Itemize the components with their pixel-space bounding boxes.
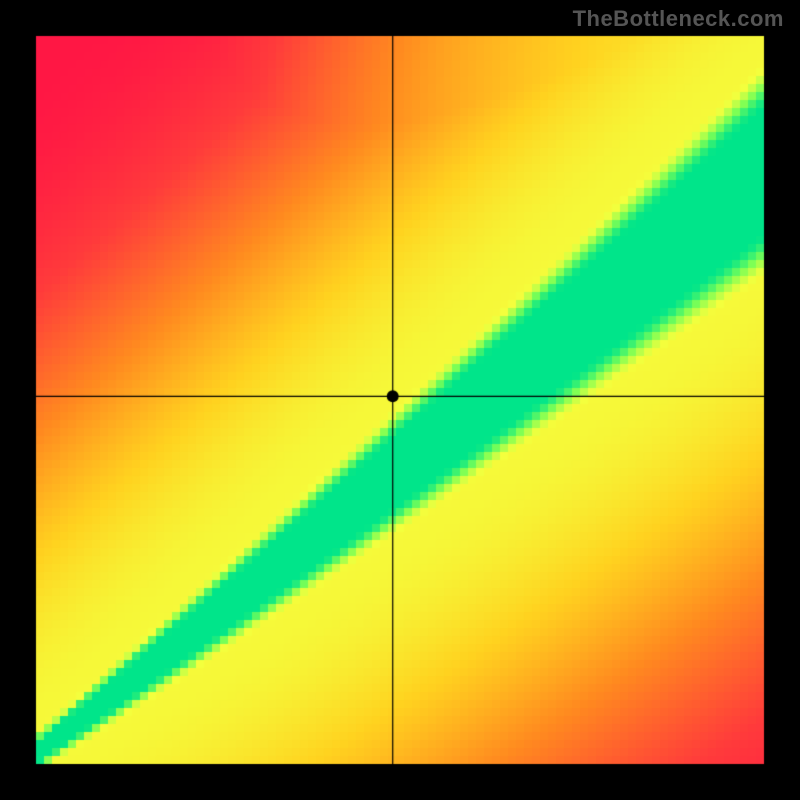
watermark-text: TheBottleneck.com xyxy=(573,6,784,32)
bottleneck-heatmap xyxy=(0,0,800,800)
chart-container: TheBottleneck.com xyxy=(0,0,800,800)
